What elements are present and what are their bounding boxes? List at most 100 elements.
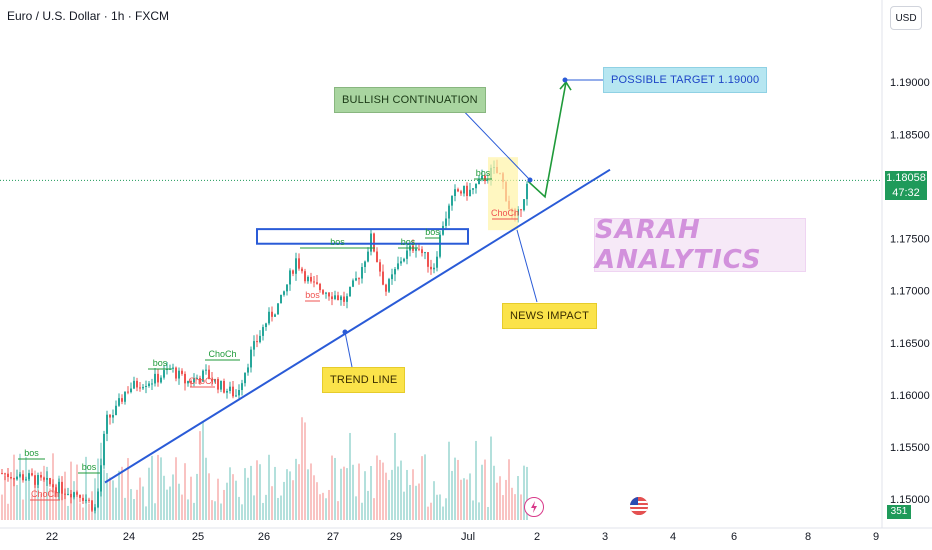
candle-body (274, 314, 276, 317)
candle-body (1, 473, 3, 475)
candle-body (13, 478, 15, 480)
x-tick-label: Jul (461, 531, 475, 543)
us-flag-icon[interactable] (630, 497, 648, 515)
target-dot (562, 77, 568, 83)
volume-bar (517, 476, 519, 520)
candle-body (478, 178, 480, 184)
candle-body (277, 303, 279, 315)
volume-bar (361, 502, 363, 520)
candle-body (19, 474, 21, 477)
lightning-icon[interactable] (524, 497, 544, 517)
candle-body (481, 175, 483, 179)
volume-bar (514, 494, 516, 520)
candle-body (466, 185, 468, 196)
volume-bar (133, 499, 135, 520)
candle-body (148, 383, 150, 387)
y-tick-label: 1.15500 (890, 442, 930, 454)
volume-bar (49, 488, 51, 520)
volume-bar (193, 502, 195, 520)
candle-body (154, 373, 156, 384)
volume-bar (79, 503, 81, 520)
candle-body (349, 286, 351, 297)
volume-bar (268, 454, 270, 520)
volume-bar (169, 486, 171, 520)
candle-body (127, 391, 129, 393)
volume-bar (343, 466, 345, 520)
volume-bar (151, 455, 153, 520)
candle-body (430, 266, 432, 270)
volume-bar (415, 485, 417, 520)
volume-bar (166, 489, 168, 520)
candle-body (223, 381, 225, 393)
candle-body (418, 248, 420, 250)
candle-body (91, 500, 93, 511)
candle-body (226, 390, 228, 393)
x-tick-label: 9 (873, 531, 879, 543)
candle-body (31, 473, 33, 476)
candle-body (40, 475, 42, 478)
volume-bar (307, 469, 309, 520)
x-tick-label: 4 (670, 531, 676, 543)
volume-bar (217, 478, 219, 520)
candle-body (94, 507, 96, 511)
volume-bar (139, 477, 141, 520)
volume-bar (229, 467, 231, 520)
candle-body (229, 386, 231, 391)
volume-bar (424, 454, 426, 520)
volume-bar (301, 417, 303, 520)
candle-body (112, 415, 114, 418)
volume-bar (400, 460, 402, 520)
candle-body (463, 185, 465, 194)
structure-label: bos (82, 462, 97, 472)
structure-label: ChoCh (31, 489, 59, 499)
candle-body (136, 380, 138, 388)
x-tick-label: 29 (390, 531, 402, 543)
volume-bar (328, 489, 330, 520)
volume-bar (25, 457, 27, 520)
volume-bar (430, 502, 432, 520)
volume-bar (421, 456, 423, 520)
candle-body (286, 284, 288, 292)
currency-button[interactable]: USD (890, 6, 922, 30)
volume-bar (115, 487, 117, 520)
y-tick-label: 1.15000 (890, 494, 930, 506)
candle-body (397, 263, 399, 269)
volume-bar (325, 498, 327, 520)
volume-bar (478, 502, 480, 520)
candle-body (385, 284, 387, 292)
volume-bar (523, 465, 525, 520)
news-pointer (516, 229, 538, 303)
candle-body (199, 377, 201, 382)
annotation-pointers (342, 77, 603, 368)
volume-bar (511, 487, 513, 520)
volume-bar (235, 480, 237, 520)
volume-bar (397, 466, 399, 520)
candle-body (175, 367, 177, 379)
candle-body (37, 475, 39, 485)
candle-body (388, 279, 390, 292)
volume-bar (346, 468, 348, 520)
volume-bar (499, 476, 501, 520)
volume-bar (457, 459, 459, 520)
volume-bar (274, 466, 276, 520)
candle-body (328, 292, 330, 297)
volume-bar (454, 457, 456, 520)
candle-body (427, 252, 429, 267)
x-tick-label: 26 (258, 531, 270, 543)
volume-bar (265, 494, 267, 520)
volume-bar (118, 470, 120, 520)
candle-body (49, 477, 51, 485)
candle-body (97, 491, 99, 508)
candle-body (322, 290, 324, 294)
candle-body (82, 497, 84, 501)
volume-bar (364, 471, 366, 520)
volume-bar (427, 506, 429, 520)
candle-body (289, 270, 291, 285)
volume-bar (283, 481, 285, 520)
volume-bars (1, 417, 528, 520)
projection-path (527, 81, 567, 199)
candle-body (178, 370, 180, 379)
candle-body (361, 267, 363, 279)
volume-bar (109, 477, 111, 520)
